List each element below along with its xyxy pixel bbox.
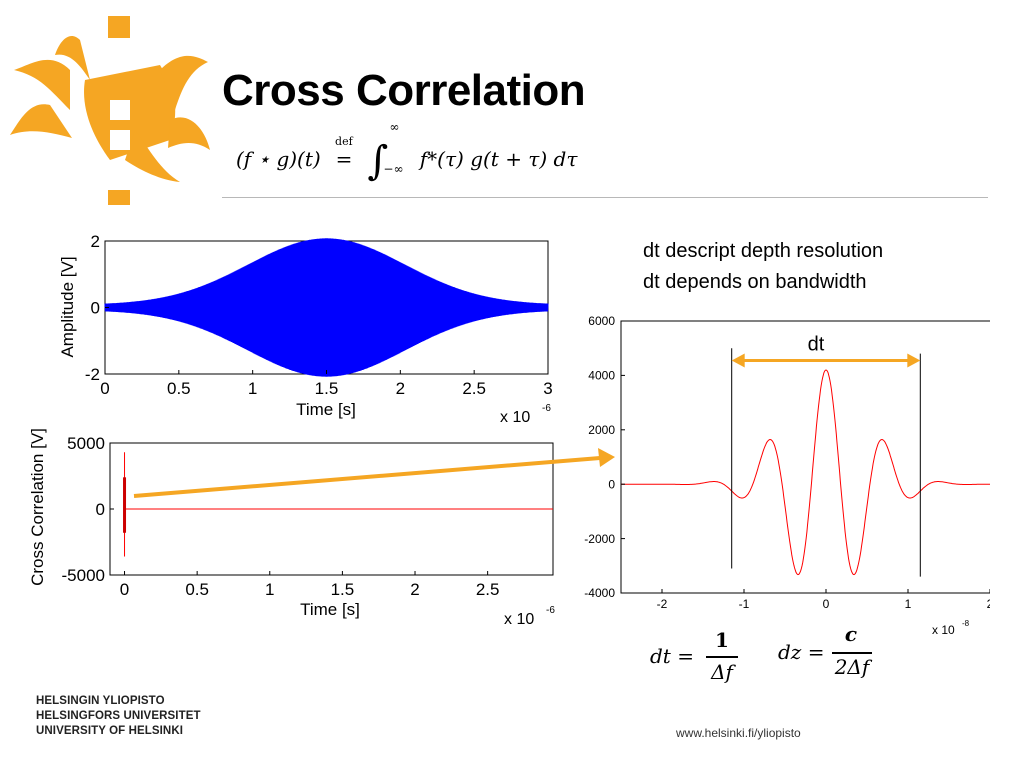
x-tick-label: 0 <box>120 580 129 599</box>
x-tick-label: 0.5 <box>167 379 191 398</box>
y-tick-label: -2000 <box>584 532 615 546</box>
x-tick-label: 1.5 <box>315 379 339 398</box>
university-name-fi: HELSINGIN YLIOPISTO <box>36 695 165 707</box>
x-tick-label: 1.5 <box>331 580 355 599</box>
x-tick-label: 2.5 <box>476 580 500 599</box>
title-divider <box>222 197 988 198</box>
x-tick-label: 2 <box>410 580 419 599</box>
note-bandwidth: dt depends on bandwidth <box>643 271 867 293</box>
y-tick-label: 4000 <box>588 369 615 383</box>
y-tick-label: -2 <box>85 365 100 384</box>
formula-lower-limit: −∞ <box>383 162 404 176</box>
university-name-en: UNIVERSITY OF HELSINKI <box>36 725 184 737</box>
amplitude-series <box>104 238 549 377</box>
x-tick-label: -2 <box>657 597 668 611</box>
website-url: www.helsinki.fi/yliopisto <box>676 726 801 740</box>
cross-correlation-chart: 0 0.5 1 1.5 2 2.5 5000 0 -5000 Time [s] Cross Co… <box>28 428 555 628</box>
cross-correlation-x-multiplier: x 10 <box>504 611 534 628</box>
dt-equation-lhs: dt = <box>650 644 694 668</box>
zoom-plot-area <box>620 320 990 594</box>
x-tick-label: 0.5 <box>185 580 209 599</box>
zoom-correlation-series <box>621 369 990 576</box>
y-tick-label: 2 <box>91 232 100 251</box>
x-tick-label: 2 <box>396 379 405 398</box>
dz-equation-lhs: dz = <box>778 640 825 664</box>
dt-markers <box>731 348 921 577</box>
amplitude-x-multiplier: x 10 <box>500 409 530 425</box>
x-tick-label: 3 <box>543 379 552 398</box>
y-tick-label: 0 <box>608 477 615 491</box>
dz-equation-numerator: c <box>844 622 858 646</box>
amplitude-chart: 0 0.5 1 1.5 2 2.5 320-2 Time [s] Amplitude [V]… <box>58 232 553 425</box>
university-logo <box>10 16 210 205</box>
zoom-x-exponent: -8 <box>962 619 970 628</box>
dz-equation-denominator: 2Δf <box>834 655 870 679</box>
cross-correlation-xlabel: Time [s] <box>300 600 360 619</box>
amplitude-line <box>104 238 549 377</box>
dt-label: dt <box>808 333 825 355</box>
formula-upper-limit: ∞ <box>389 120 400 134</box>
y-tick-label: -4000 <box>584 586 615 600</box>
zoom-correlation-line <box>621 369 990 576</box>
y-tick-label: -5000 <box>62 566 105 585</box>
x-tick-label: 1 <box>905 597 912 611</box>
amplitude-x-exponent: -6 <box>542 403 551 414</box>
x-tick-label: -1 <box>739 597 750 611</box>
zoom-x-multiplier: x 10 <box>932 623 955 637</box>
x-tick-label: 2 <box>987 597 990 611</box>
amplitude-xlabel: Time [s] <box>296 400 356 419</box>
x-tick-label: 0 <box>823 597 830 611</box>
university-name: HELSINGIN YLIOPISTO HELSINGFORS UNIVERSI… <box>36 694 201 739</box>
formula-def: def <box>335 135 353 148</box>
dt-equation: dt = 1 Δf <box>650 628 740 684</box>
dt-equation-numerator: 1 <box>715 628 729 652</box>
formula-integrand: f*(τ) g(t + τ) dτ <box>419 147 578 171</box>
y-tick-label: 0 <box>96 500 105 519</box>
y-tick-label: 2000 <box>588 423 615 437</box>
dz-equation: dz = c 2Δf <box>778 622 888 682</box>
dt-arrow-head-left <box>731 353 745 368</box>
x-tick-label: 0 <box>100 379 109 398</box>
y-tick-label: 6000 <box>588 314 615 328</box>
dt-equation-denominator: Δf <box>711 660 733 684</box>
x-tick-label: 2.5 <box>462 379 486 398</box>
note-depth-resolution: dt descript depth resolution <box>643 240 884 262</box>
cross-correlation-formula: (f ⋆ g)(t) def = ∫ ∞ −∞ f*(τ) g(t + τ) dτ <box>236 120 578 184</box>
dt-arrow-head-right <box>907 353 921 368</box>
cross-correlation-series <box>123 452 553 557</box>
cross-correlation-x-exponent: -6 <box>546 605 555 616</box>
formula-lhs: (f ⋆ g)(t) <box>236 147 321 171</box>
zoom-correlation-chart: -2 -1 0 1 2 6000 4000 2000 0 -2000 -4000 dt x 10 -… <box>584 314 990 637</box>
university-name-sv: HELSINGFORS UNIVERSITET <box>36 710 201 722</box>
amplitude-ylabel: Amplitude [V] <box>58 256 77 357</box>
y-tick-label: 0 <box>91 298 100 317</box>
cross-correlation-ylabel: Cross Correlation [V] <box>28 428 47 586</box>
y-tick-label: 5000 <box>67 434 105 453</box>
cross-correlation-spike-core <box>123 477 127 533</box>
x-tick-label: 1 <box>265 580 274 599</box>
x-tick-label: 1 <box>248 379 257 398</box>
slide-title: Cross Correlation <box>222 66 586 115</box>
